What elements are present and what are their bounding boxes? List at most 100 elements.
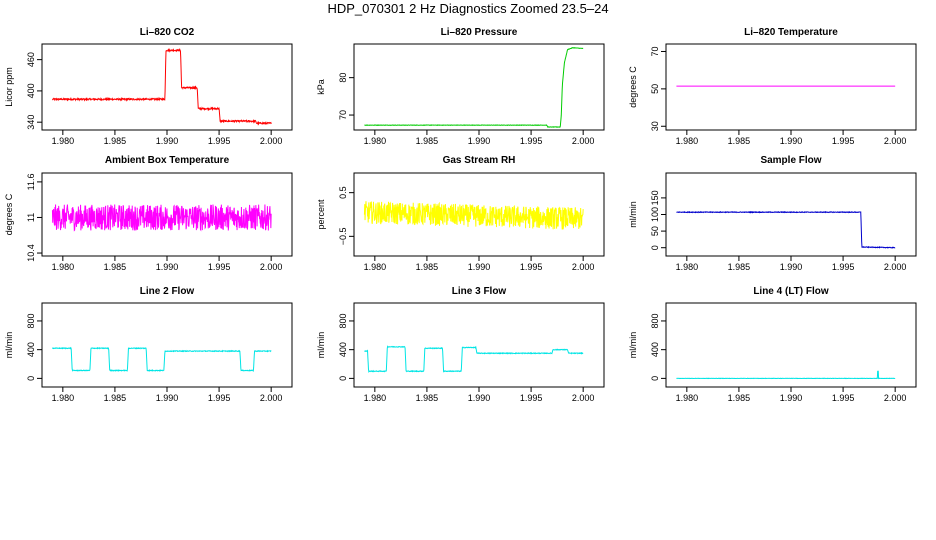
x-tick-label: 1.990 xyxy=(468,136,491,146)
y-tick-label: 10.4 xyxy=(26,244,36,262)
x-tick-label: 1.985 xyxy=(416,136,439,146)
chart-title: Sample Flow xyxy=(760,155,821,166)
x-tick-label: 1.980 xyxy=(364,136,387,146)
x-tick-label: 1.980 xyxy=(52,262,75,272)
data-series-line xyxy=(52,346,272,373)
y-tick-label: 100 xyxy=(650,207,660,222)
data-series-line xyxy=(51,204,272,232)
x-tick-label: 1.995 xyxy=(832,262,855,272)
x-tick-label: 2.000 xyxy=(572,136,595,146)
chart-title: Gas Stream RH xyxy=(443,155,516,166)
x-tick-label: 1.995 xyxy=(520,393,543,403)
x-tick-label: 1.980 xyxy=(52,136,75,146)
chart-title: Ambient Box Temperature xyxy=(105,155,230,166)
x-tick-label: 2.000 xyxy=(260,136,283,146)
y-tick-label: 0 xyxy=(650,376,660,381)
y-axis-label: degrees C xyxy=(4,193,14,235)
x-tick-label: 1.990 xyxy=(780,136,803,146)
x-tick-label: 1.995 xyxy=(208,262,231,272)
x-tick-label: 1.990 xyxy=(780,262,803,272)
chart-panel-4: Ambient Box Temperature 1.980 1.985 1.990 1.… xyxy=(4,155,293,272)
chart-title: Line 4 (LT) Flow xyxy=(753,286,829,297)
y-axis-label: Licor ppm xyxy=(4,67,14,107)
x-tick-label: 1.985 xyxy=(416,262,439,272)
x-tick-label: 1.980 xyxy=(676,262,699,272)
chart-title: Li–820 CO2 xyxy=(140,27,195,38)
x-tick-label: 2.000 xyxy=(884,262,907,272)
y-tick-label: 11 xyxy=(26,213,36,222)
y-tick-label: 400 xyxy=(26,342,36,357)
x-tick-label: 1.980 xyxy=(676,136,699,146)
x-tick-label: 1.980 xyxy=(364,262,387,272)
y-tick-label: 400 xyxy=(26,83,36,98)
plot-frame xyxy=(665,43,917,131)
x-tick-label: 1.990 xyxy=(156,262,179,272)
chart-panel-2: Li–820 Pressure 1.980 1.985 1.990 1.995 2.000… xyxy=(316,27,605,146)
chart-panel-1: Li–820 CO2 1.980 1.985 1.990 1.995 2.000 340 40… xyxy=(4,27,293,146)
y-tick-label: 80 xyxy=(338,73,348,83)
y-axis-label: ml/min xyxy=(316,332,326,359)
x-tick-label: 2.000 xyxy=(884,136,907,146)
x-tick-label: 2.000 xyxy=(884,393,907,403)
y-tick-label: 400 xyxy=(338,342,348,357)
x-tick-label: 1.980 xyxy=(364,393,387,403)
x-tick-label: 2.000 xyxy=(572,393,595,403)
x-tick-label: 2.000 xyxy=(260,393,283,403)
y-tick-label: 400 xyxy=(650,342,660,357)
y-tick-label: 800 xyxy=(26,313,36,328)
y-tick-label: 150 xyxy=(650,190,660,205)
data-series-line xyxy=(676,370,896,380)
x-tick-label: 1.995 xyxy=(520,262,543,272)
x-tick-label: 1.985 xyxy=(104,262,127,272)
data-series-line xyxy=(364,47,584,128)
x-tick-label: 1.985 xyxy=(728,262,751,272)
plot-frame xyxy=(41,43,293,131)
x-tick-label: 1.985 xyxy=(728,393,751,403)
y-tick-label: 0 xyxy=(26,376,36,381)
y-axis-label: percent xyxy=(316,199,326,230)
chart-title: Line 3 Flow xyxy=(452,286,507,297)
plot-frame xyxy=(665,172,917,257)
x-tick-label: 1.990 xyxy=(468,393,491,403)
chart-panel-8: Line 3 Flow 1.980 1.985 1.990 1.995 2.000 0 400… xyxy=(316,286,605,403)
x-tick-label: 1.985 xyxy=(104,393,127,403)
data-series-line xyxy=(364,345,584,373)
x-tick-label: 1.985 xyxy=(104,136,127,146)
y-tick-label: 460 xyxy=(26,52,36,67)
chart-title: Line 2 Flow xyxy=(140,286,195,297)
plot-frame xyxy=(41,302,293,388)
y-tick-label: 0 xyxy=(650,245,660,250)
x-tick-label: 2.000 xyxy=(260,262,283,272)
x-tick-label: 1.990 xyxy=(468,262,491,272)
y-tick-label: 70 xyxy=(338,110,348,120)
y-tick-label: 50 xyxy=(650,226,660,236)
chart-panel-3: Li–820 Temperature 1.980 1.985 1.990 1.995 2.… xyxy=(628,27,917,146)
y-tick-label: 11.6 xyxy=(26,173,36,190)
y-axis-label: ml/min xyxy=(628,201,638,228)
y-tick-label: 340 xyxy=(26,115,36,130)
x-tick-label: 1.990 xyxy=(156,136,179,146)
x-tick-label: 1.990 xyxy=(156,393,179,403)
x-tick-label: 1.985 xyxy=(416,393,439,403)
y-tick-label: 0.5 xyxy=(338,186,348,199)
plot-frame xyxy=(353,302,605,388)
x-tick-label: 2.000 xyxy=(572,262,595,272)
y-tick-label: 0 xyxy=(338,376,348,381)
chart-panel-9: Line 4 (LT) Flow 1.980 1.985 1.990 1.995 2.00… xyxy=(628,286,917,403)
y-axis-label: ml/min xyxy=(4,332,14,359)
x-tick-label: 1.995 xyxy=(208,136,231,146)
y-axis-label: degrees C xyxy=(628,66,638,108)
x-tick-label: 1.980 xyxy=(52,393,75,403)
y-tick-label: 800 xyxy=(338,313,348,328)
y-tick-label: 50 xyxy=(650,84,660,94)
y-tick-label: 70 xyxy=(650,46,660,56)
x-tick-label: 1.995 xyxy=(520,136,543,146)
x-tick-label: 1.995 xyxy=(208,393,231,403)
data-series-line xyxy=(51,47,272,126)
data-series-line xyxy=(676,210,896,249)
chart-title: Li–820 Temperature xyxy=(744,27,838,38)
x-tick-label: 1.995 xyxy=(832,136,855,146)
chart-panel-6: Sample Flow 1.980 1.985 1.990 1.995 2.000 0 50 1… xyxy=(628,155,917,272)
